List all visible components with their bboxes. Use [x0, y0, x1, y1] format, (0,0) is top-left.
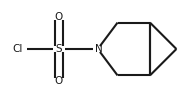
Text: Cl: Cl: [13, 44, 23, 54]
Text: O: O: [55, 12, 63, 22]
Text: N: N: [95, 44, 103, 54]
Text: S: S: [55, 44, 62, 54]
Text: O: O: [55, 76, 63, 86]
